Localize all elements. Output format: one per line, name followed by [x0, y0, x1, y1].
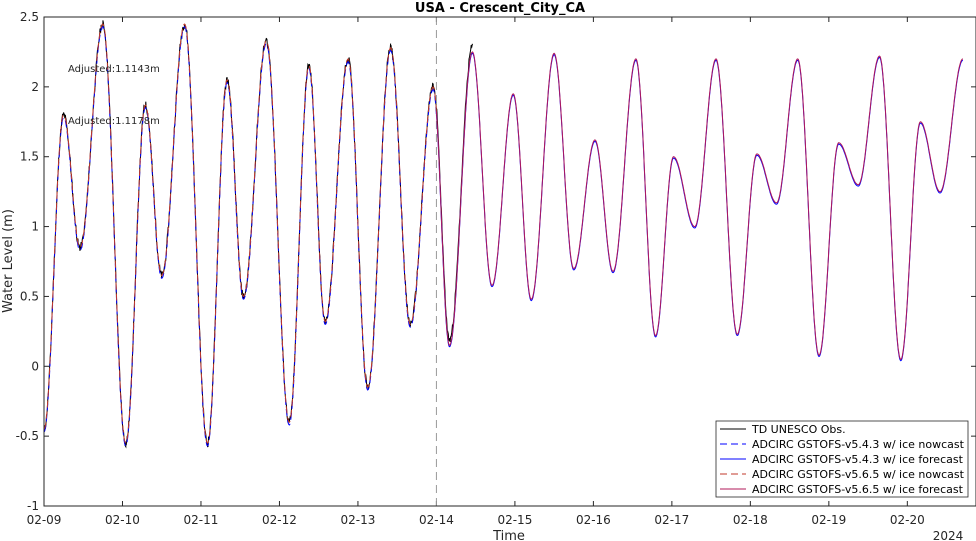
y-tick-label: -0.5 [16, 429, 39, 443]
adjusted-annotation-red: Adjusted:1.1178m [68, 116, 160, 127]
x-tick-label: 02-15 [497, 513, 532, 527]
x-tick-label: 02-17 [654, 513, 689, 527]
plot-frame [43, 16, 976, 507]
series-v565-nowcast [43, 23, 437, 444]
y-tick-label: 0 [31, 359, 39, 373]
x-tick-label: 02-09 [27, 513, 62, 527]
y-tick-label: -1 [27, 499, 39, 513]
y-axis-label: Water Level (m) [1, 209, 16, 313]
chart-title: USA - Crescent_City_CA [415, 1, 585, 16]
x-axis-label: Time [492, 529, 525, 541]
y-tick-label: 0.5 [20, 289, 39, 303]
legend-label-v565-nowcast: ADCIRC GSTOFS-v5.6.5 w/ ice nowcast [752, 468, 965, 481]
series-v565-forecast [435, 51, 964, 360]
x-tick-label: 02-16 [576, 513, 611, 527]
series-lines [43, 20, 964, 449]
legend-label-v565-forecast: ADCIRC GSTOFS-v5.6.5 w/ ice forecast [752, 483, 964, 496]
x-tick-label: 02-10 [105, 513, 140, 527]
adjusted-annotation-blue: Adjusted:1.1143m [68, 64, 160, 75]
x-tick-label: 02-19 [811, 513, 846, 527]
legend-label-v543-nowcast: ADCIRC GSTOFS-v5.4.3 w/ ice nowcast [752, 438, 965, 451]
legend: TD UNESCO Obs. ADCIRC GSTOFS-v5.4.3 w/ i… [715, 420, 969, 498]
y-tick-label: 2 [31, 80, 39, 94]
x-tick-label: 02-13 [340, 513, 375, 527]
legend-label-obs: TD UNESCO Obs. [751, 423, 846, 436]
x-tick-label: 02-12 [262, 513, 297, 527]
legend-label-v543-forecast: ADCIRC GSTOFS-v5.4.3 w/ ice forecast [752, 453, 964, 466]
x-tick-label: 02-18 [733, 513, 768, 527]
year-label: 2024 [933, 529, 964, 541]
x-tick-label: 02-20 [890, 513, 925, 527]
y-tick-label: 1 [31, 220, 39, 234]
legend-box [715, 420, 969, 498]
axis-ticks: -1 -0.5 0 0.5 1 1.5 2 2.5 02-09 02-10 02-11 02-12 02… [16, 10, 976, 527]
x-tick-label: 02-11 [184, 513, 219, 527]
y-tick-label: 2.5 [20, 10, 39, 24]
x-tick-label: 02-14 [419, 513, 454, 527]
y-tick-label: 1.5 [20, 150, 39, 164]
